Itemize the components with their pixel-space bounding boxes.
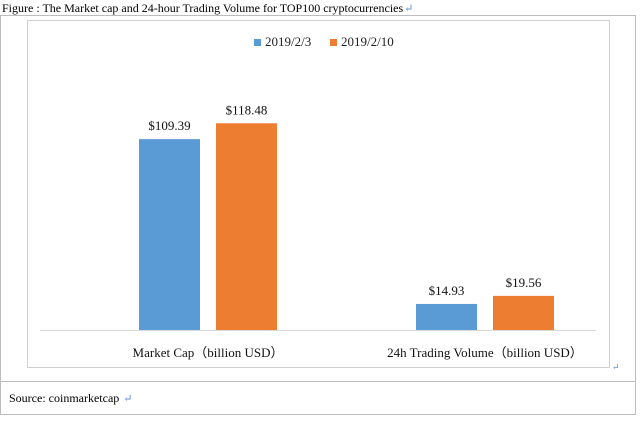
legend-swatch-1 <box>254 39 261 46</box>
category-label-1: Market Cap（billion USD） <box>133 345 284 360</box>
source-note: Source: coinmarketcap ↵ <box>9 390 133 407</box>
source-text: Source: coinmarketcap <box>9 391 120 405</box>
return-mark-icon: ↵ <box>404 3 414 15</box>
return-mark-icon: ↵ <box>123 393 133 405</box>
bar-1-1 <box>139 139 200 330</box>
legend-label-2: 2019/2/10 <box>341 34 394 49</box>
data-label-1-1: $109.39 <box>148 118 190 133</box>
cell-end-mark-icon: ↵ <box>612 362 620 372</box>
bar-1-2 <box>216 123 277 330</box>
legend-label-1: 2019/2/3 <box>265 34 311 49</box>
data-label-1-2: $118.48 <box>226 102 268 117</box>
table-divider <box>0 381 636 382</box>
figure-table-box <box>0 15 636 415</box>
legend-swatch-2 <box>330 39 337 46</box>
bar-2-2 <box>493 295 554 330</box>
figure-caption: Figure : The Market cap and 24-hour Trad… <box>2 0 413 17</box>
chart-frame: 2019/2/3 2019/2/10 $109.39 $118.48 Market Ca… <box>27 20 610 368</box>
bar-chart: 2019/2/3 2019/2/10 $109.39 $118.48 Market Ca… <box>40 34 596 360</box>
data-label-2-2: $19.56 <box>506 275 542 290</box>
category-label-2: 24h Trading Volume（billion USD） <box>387 345 583 360</box>
bar-2-1 <box>416 303 477 330</box>
data-label-2-1: $14.93 <box>429 283 465 298</box>
figure-caption-text: Figure : The Market cap and 24-hour Trad… <box>2 1 404 15</box>
